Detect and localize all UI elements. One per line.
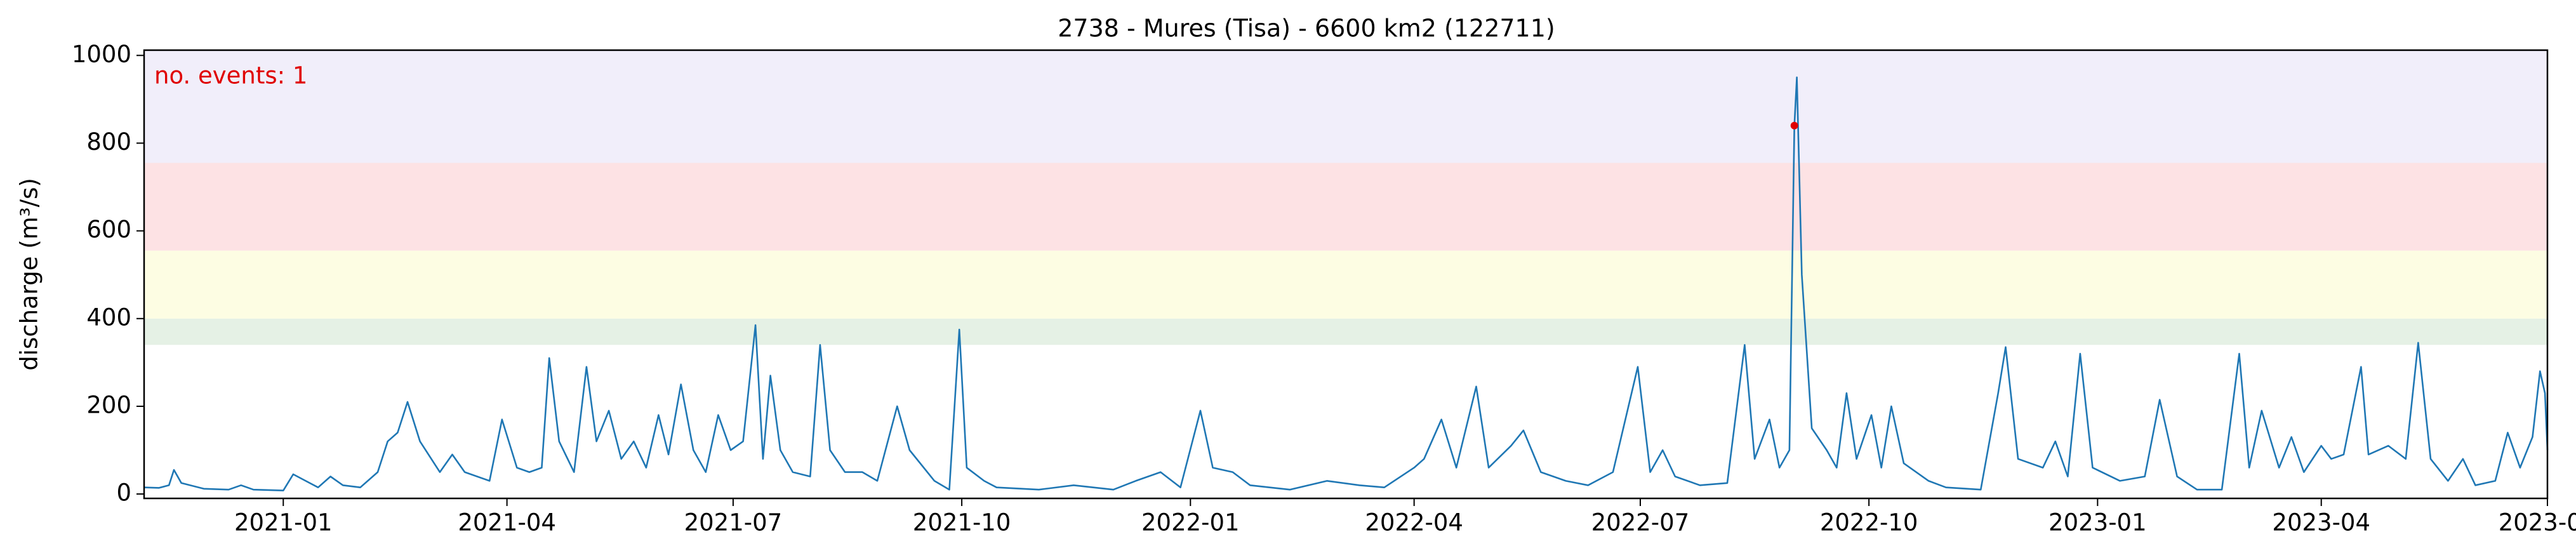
threshold-band — [144, 318, 2547, 345]
y-tick-label: 800 — [86, 128, 131, 156]
x-tick-label: 2021-10 — [913, 509, 1011, 536]
plot-frame — [143, 49, 2549, 500]
y-tick-label: 600 — [86, 216, 131, 243]
y-axis-label: discharge (m³/s) — [16, 178, 43, 371]
threshold-band — [144, 250, 2547, 319]
x-tick-label: 2021-04 — [458, 509, 556, 536]
threshold-band — [144, 163, 2547, 251]
x-tick-label: 2021-07 — [684, 509, 783, 536]
discharge-line — [143, 76, 2549, 491]
x-tick-label: 2022-01 — [1141, 509, 1240, 536]
y-tick-label: 400 — [86, 303, 131, 331]
y-tick-label: 0 — [116, 479, 131, 507]
event-marker — [1790, 121, 1798, 130]
threshold-band — [144, 50, 2547, 163]
x-tick-label: 2023-07 — [2499, 509, 2576, 536]
y-tick-label: 1000 — [72, 41, 131, 68]
x-tick-label: 2022-07 — [1591, 509, 1690, 536]
x-tick-label: 2023-01 — [2048, 509, 2147, 536]
chart-title: 2738 - Mures (Tisa) - 6600 km2 (122711) — [1058, 15, 1555, 43]
x-tick-label: 2022-10 — [1820, 509, 1918, 536]
x-tick-label: 2021-01 — [234, 509, 333, 536]
event-count: no. events: 1 — [154, 62, 307, 90]
x-tick-label: 2022-04 — [1365, 509, 1463, 536]
y-tick-label: 200 — [86, 391, 131, 418]
x-tick-label: 2023-04 — [2272, 509, 2370, 536]
